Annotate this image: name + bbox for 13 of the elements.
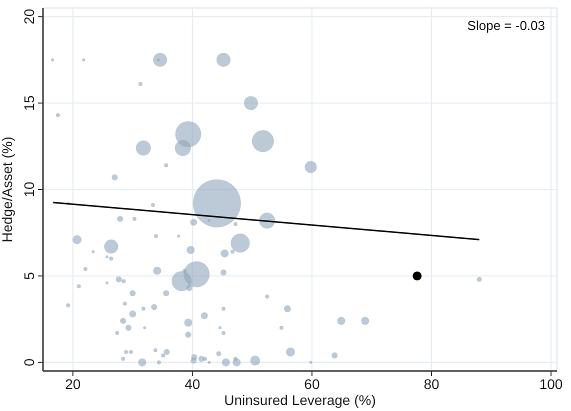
x-tick-label: 80	[424, 376, 440, 392]
x-axis-title: Uninsured Leverage (%)	[224, 392, 376, 408]
y-tick-label: 0	[21, 358, 37, 366]
x-tick-label: 100	[539, 376, 563, 392]
y-axis-title: Hedge/Asset (%)	[0, 136, 15, 242]
x-tick-label: 20	[65, 376, 81, 392]
annotation: Slope = -0.03	[467, 18, 545, 33]
y-tick-label: 10	[21, 182, 37, 198]
x-tick-label: 40	[184, 376, 200, 392]
y-tick-label: 15	[21, 95, 37, 111]
y-tick-label: 5	[21, 272, 37, 280]
y-tick-label: 20	[21, 8, 37, 24]
x-tick-label: 60	[304, 376, 320, 392]
